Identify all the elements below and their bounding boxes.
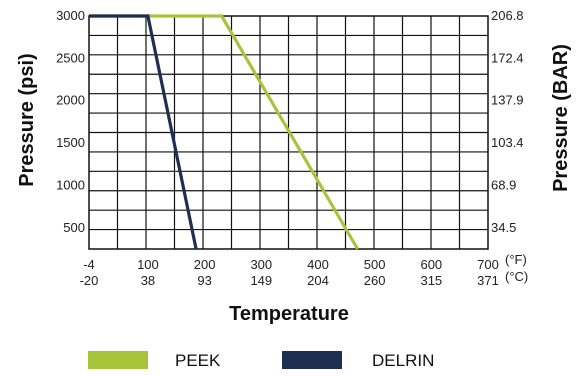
x-tick-label-c: 371 bbox=[477, 273, 499, 288]
y-tick-label-right: 172.4 bbox=[491, 50, 524, 65]
x-tick-label-f: 100 bbox=[137, 257, 159, 272]
x-tick-label-c: 38 bbox=[141, 273, 155, 288]
x-tick-label-f: 700 bbox=[477, 257, 499, 272]
x-tick-label-f: 200 bbox=[194, 257, 216, 272]
y-tick-label-right: 103.4 bbox=[491, 135, 524, 150]
left-axis-ticks: 3000 2500 2000 1500 1000 500 bbox=[56, 8, 85, 235]
legend-label-peek: PEEK bbox=[175, 351, 221, 370]
x-tick-label-c: 315 bbox=[420, 273, 442, 288]
x-unit-c: (°C) bbox=[505, 269, 528, 284]
y-tick-label-left: 1500 bbox=[56, 135, 85, 150]
x-tick-label-c: 260 bbox=[364, 273, 386, 288]
y-tick-label-left: 3000 bbox=[56, 8, 85, 23]
x-unit-f: (°F) bbox=[505, 252, 527, 267]
plot-frame bbox=[88, 15, 489, 250]
legend-label-delrin: DELRIN bbox=[372, 351, 434, 370]
x-tick-label-f: 500 bbox=[364, 257, 386, 272]
x-tick-label-f: 400 bbox=[307, 257, 329, 272]
y-tick-label-right: 68.9 bbox=[491, 177, 516, 192]
x-tick-label-f: 600 bbox=[420, 257, 442, 272]
x-tick-label-c: 204 bbox=[307, 273, 329, 288]
y-tick-label-left: 1000 bbox=[56, 177, 85, 192]
y-axis-title-left: Pressure (psi) bbox=[16, 53, 38, 186]
y-tick-label-right: 206.8 bbox=[491, 8, 524, 23]
x-tick-label-c: 93 bbox=[197, 273, 211, 288]
y-tick-label-left: 2500 bbox=[56, 50, 85, 65]
y-tick-label-right: 34.5 bbox=[491, 220, 516, 235]
x-tick-label-c: -20 bbox=[80, 273, 99, 288]
legend-swatch-delrin bbox=[282, 351, 342, 369]
y-axis-title-right: Pressure (BAR) bbox=[550, 44, 572, 192]
x-tick-label-c: 149 bbox=[250, 273, 272, 288]
y-tick-label-left: 500 bbox=[63, 220, 85, 235]
series-layer bbox=[89, 14, 359, 250]
x-tick-label-f: 300 bbox=[250, 257, 272, 272]
right-axis-ticks: 206.8 172.4 137.9 103.4 68.9 34.5 bbox=[491, 8, 524, 235]
x-axis-title: Temperature bbox=[229, 303, 349, 325]
y-tick-label-left: 2000 bbox=[56, 93, 85, 108]
legend-swatch-peek bbox=[88, 351, 148, 369]
series-line-delrin bbox=[89, 14, 198, 250]
y-tick-label-right: 137.9 bbox=[491, 93, 524, 108]
x-tick-label-f: -4 bbox=[83, 257, 95, 272]
legend: PEEK DELRIN bbox=[88, 351, 434, 370]
grid-lines bbox=[89, 16, 488, 249]
